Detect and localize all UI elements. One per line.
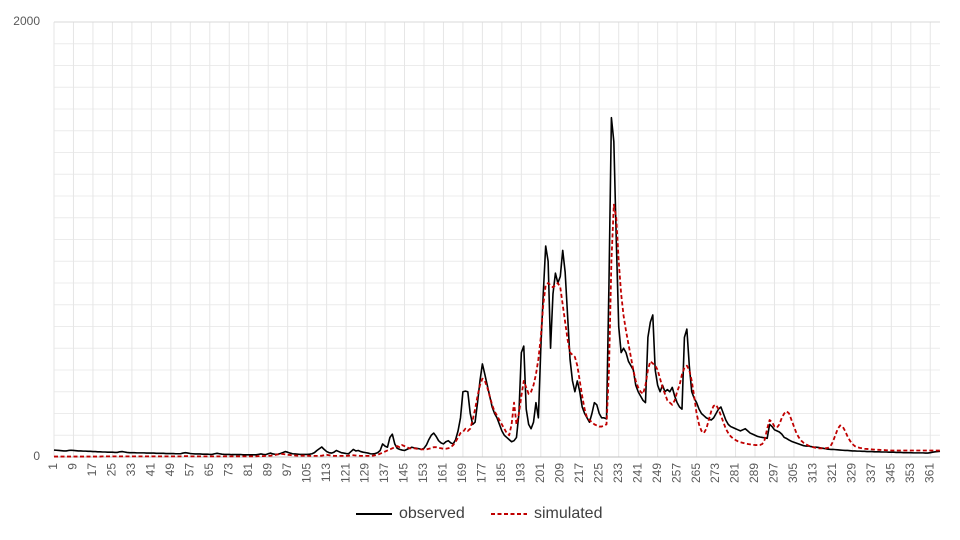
x-tick-label: 73 [221, 463, 235, 477]
x-tick-label: 289 [747, 463, 761, 483]
x-tick-label: 81 [241, 463, 255, 477]
x-tick-label: 313 [806, 463, 820, 483]
data-line [53, 116, 941, 456]
x-tick-label: 193 [514, 463, 528, 483]
x-tick-label: 265 [689, 463, 703, 483]
x-tick-label: 49 [163, 463, 177, 477]
x-tick-label: 113 [319, 463, 333, 482]
x-tick-label: 65 [202, 463, 216, 477]
x-tick-label: 273 [708, 463, 722, 483]
x-tick-label: 337 [864, 463, 878, 483]
x-tick-label: 9 [66, 463, 80, 470]
x-tick-label: 257 [669, 463, 683, 483]
x-tick-label: 305 [786, 463, 800, 483]
x-tick-label: 17 [85, 463, 99, 477]
x-tick-label: 97 [280, 463, 294, 477]
x-tick-label: 233 [611, 463, 625, 483]
x-tick-label: 137 [377, 463, 391, 483]
x-tick-label: 353 [903, 463, 917, 483]
x-tick-label: 241 [630, 463, 644, 483]
y-tick-label: 2000 [13, 14, 40, 28]
x-tick-label: 121 [338, 463, 352, 483]
x-tick-label: 41 [144, 463, 158, 477]
x-tick-label: 185 [494, 463, 508, 483]
x-tick-label: 249 [650, 463, 664, 483]
x-tick-label: 329 [845, 463, 859, 483]
x-tick-label: 89 [260, 463, 274, 477]
x-tick-label: 129 [358, 463, 372, 483]
x-tick-label: 153 [416, 463, 430, 483]
x-tick-label: 217 [572, 463, 586, 483]
legend: observed simulated [356, 505, 602, 522]
x-tick-label: 25 [105, 463, 119, 477]
x-tick-label: 105 [299, 463, 313, 483]
x-tick-label: 145 [397, 463, 411, 483]
x-tick-label: 177 [475, 463, 489, 483]
x-tick-label: 345 [883, 463, 897, 483]
x-tick-label: 209 [552, 463, 566, 483]
x-tick-label: 169 [455, 463, 469, 483]
x-tick-label: 1 [46, 463, 60, 470]
x-tick-label: 321 [825, 463, 839, 483]
legend-label: simulated [534, 505, 602, 522]
x-tick-label: 201 [533, 463, 547, 483]
y-tick-label: 0 [33, 449, 40, 463]
x-tick-label: 33 [124, 463, 138, 477]
x-tick-label: 297 [767, 463, 781, 483]
x-tick-label: 57 [182, 463, 196, 477]
legend-label: observed [399, 505, 465, 522]
x-tick-label: 225 [591, 463, 605, 483]
x-tick-label: 361 [922, 463, 936, 483]
x-tick-label: 161 [436, 463, 450, 483]
x-tick-label: 281 [728, 463, 742, 483]
